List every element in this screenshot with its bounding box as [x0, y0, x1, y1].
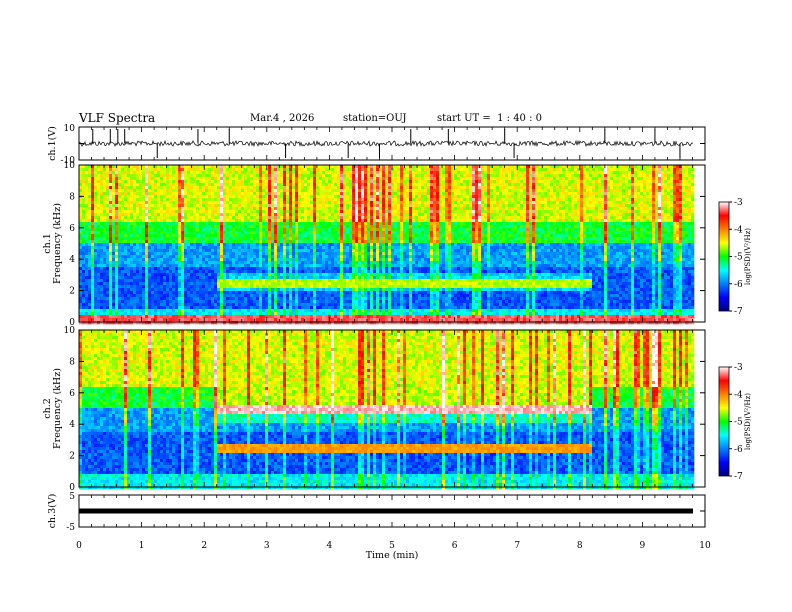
waveform-ch3-ytick-top: 5 — [69, 492, 75, 502]
colorbar-label-text: log(PSD)(V²/Hz) — [744, 393, 752, 450]
spectrogram-ch1-ylabel-line: Frequency (kHz) — [52, 203, 63, 284]
waveform-trace — [78, 139, 694, 148]
x-tick-label: 3 — [264, 541, 270, 551]
spectrogram-ch1-cells — [79, 165, 695, 325]
waveform-ch3-ytick-bottom: -5 — [66, 523, 75, 533]
spectrogram-ch1-ylabel-line: ch.1 — [42, 233, 53, 254]
spectrogram-ch2-colorbar-tick-label: -6 — [734, 445, 743, 455]
spectrogram-ch2-colorbar-tick-label: -5 — [734, 418, 743, 428]
x-tick-label: 2 — [201, 541, 207, 551]
figure-title: VLF Spectra — [79, 111, 155, 125]
waveform-ylabel: ch.1(V) — [47, 126, 58, 161]
spectrogram-ch2-ylabel-line: Frequency (kHz) — [52, 368, 63, 449]
spectrogram-ch1-ytick: 10 — [64, 161, 76, 171]
spectrogram-ch1-colorbar-tick-label: -3 — [734, 198, 743, 208]
spectrogram-ch1-ytick: 2 — [69, 287, 75, 297]
spectrogram-ch2-ytick: 2 — [69, 452, 75, 462]
spectrogram-ch1-ytick: 6 — [69, 224, 75, 234]
spectrogram-ch1-ytick: 8 — [69, 192, 75, 202]
waveform-ytick-top: 10 — [64, 124, 76, 134]
x-tick-label: 4 — [327, 541, 333, 551]
spectrogram-ch2-colorbar-tick-label: -7 — [734, 472, 743, 482]
spectrogram-ch2-ytick: 4 — [69, 420, 75, 430]
x-tick-label: 10 — [699, 541, 711, 551]
waveform-ch3-trace — [79, 508, 693, 514]
colorbar-label-text: log(PSD)(V²/Hz) — [744, 228, 752, 285]
spectrogram-ch2-ytick: 8 — [69, 357, 75, 367]
station-label: station=OUJ — [343, 113, 407, 124]
spectrogram-ch2-colorbar-tick-label: -4 — [734, 390, 743, 400]
spectrogram-ch2-ytick: 0 — [69, 483, 75, 493]
x-tick-label: 5 — [389, 541, 395, 551]
spectrogram-ch1-ytick: 0 — [69, 318, 75, 328]
spectrogram-ch2-cells — [79, 330, 695, 490]
spectrogram-ch1-colorbar-tick-label: -4 — [734, 225, 743, 235]
x-tick-label: 8 — [577, 541, 583, 551]
x-tick-label: 6 — [452, 541, 458, 551]
waveform-ylabel-line: ch.1(V) — [47, 126, 58, 161]
spectrogram-ch2-ytick: 6 — [69, 389, 75, 399]
spectrogram-ch1-colorbar-label: log(PSD)(V²/Hz) — [744, 228, 752, 285]
spectrogram-ch2-ylabel-line: ch.2 — [42, 398, 53, 419]
spectrogram-ch1-colorbar — [718, 201, 730, 312]
spectrogram-ch2-colorbar — [718, 366, 730, 477]
x-tick-label: 9 — [640, 541, 646, 551]
spectrogram-ch2-colorbar-label: log(PSD)(V²/Hz) — [744, 393, 752, 450]
waveform-ch3-ylabel: ch.3(V) — [47, 494, 58, 529]
spectrogram-ch2-ytick: 10 — [64, 326, 76, 336]
date-label: Mar.4 , 2026 — [250, 113, 314, 124]
waveform-ch3-ylabel-line: ch.3(V) — [47, 494, 58, 529]
spectrogram-ch1-colorbar-tick-label: -6 — [734, 280, 743, 290]
spectrogram-ch2-ylabel: ch.2 Frequency (kHz) — [42, 368, 63, 449]
spectrogram-ch1-ylabel: ch.1 Frequency (kHz) — [42, 203, 63, 284]
waveform-ytick-bottom: -10 — [61, 156, 76, 166]
x-tick-label: 1 — [139, 541, 145, 551]
spectrogram-ch1-colorbar-tick-label: -5 — [734, 253, 743, 263]
spectrogram-ch1-colorbar-tick-label: -7 — [734, 307, 743, 317]
x-tick-label: 0 — [76, 541, 82, 551]
x-axis-label: Time (min) — [366, 550, 419, 561]
x-tick-label: 7 — [514, 541, 520, 551]
spectrogram-ch1-ytick: 4 — [69, 255, 75, 265]
spectrogram-ch2-colorbar-tick-label: -3 — [734, 363, 743, 373]
start-time-label: start UT = 1 : 40 : 0 — [437, 113, 542, 124]
